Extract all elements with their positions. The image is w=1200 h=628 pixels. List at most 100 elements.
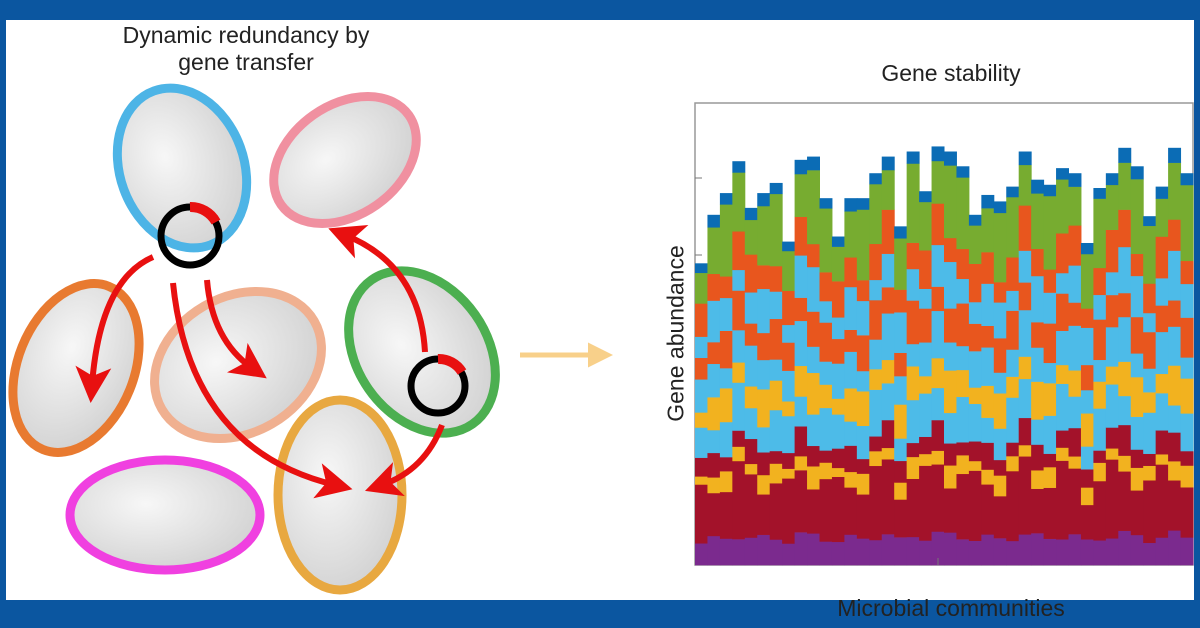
bar-segment <box>981 325 995 348</box>
bar-segment <box>931 531 945 566</box>
bar-segment <box>757 265 771 290</box>
bar-segment <box>956 166 970 178</box>
bar-segment <box>819 198 833 209</box>
bar-segment <box>1143 412 1157 454</box>
bar-segment <box>1006 290 1020 311</box>
bar-segment <box>831 414 845 449</box>
bar-segment <box>993 459 1007 476</box>
bar-segment <box>1068 302 1082 326</box>
bar-segment <box>769 359 783 381</box>
bar-segment <box>881 253 895 288</box>
bar-segment <box>1043 184 1057 197</box>
bar-segment <box>695 272 708 304</box>
bar-segment <box>769 539 783 566</box>
bar-segment <box>1130 179 1144 255</box>
bar-segment <box>1143 216 1157 227</box>
bar-segment <box>757 452 771 476</box>
bar-segment <box>831 448 845 469</box>
bar-segment <box>1093 381 1107 409</box>
bar-segment <box>819 407 833 451</box>
bar-segment <box>757 193 771 207</box>
bar-segment <box>856 458 870 474</box>
stacked-bar-chart <box>694 102 1194 566</box>
bar-segment <box>993 538 1007 566</box>
bar-segment <box>1143 368 1157 393</box>
bar-segment <box>732 330 746 363</box>
bar-segment <box>1006 376 1020 398</box>
bar-segment <box>981 417 995 443</box>
bar-segment <box>831 476 845 543</box>
bar-segment <box>856 209 870 281</box>
bar-segment <box>794 173 808 217</box>
bar-segment <box>993 338 1007 373</box>
bar-segment <box>1068 427 1082 457</box>
bar-segment <box>944 165 957 239</box>
bar-segment <box>757 288 771 334</box>
bar-segment <box>782 478 796 544</box>
bar-segment <box>1080 364 1094 391</box>
bar-segment <box>732 231 746 271</box>
bar-segment <box>732 539 746 566</box>
bar-segment <box>844 388 858 422</box>
bar-segment <box>981 534 995 566</box>
bar-segment <box>869 451 883 467</box>
bar-segment <box>856 370 870 392</box>
bar-segment <box>919 453 933 466</box>
bar-segment <box>906 442 920 458</box>
bar-segment <box>1080 308 1094 328</box>
bar-segment <box>732 362 746 383</box>
bar-segment <box>1043 487 1057 539</box>
bar-segment <box>956 278 970 304</box>
bar-segment <box>1006 257 1020 291</box>
bar-segment <box>1180 184 1194 262</box>
bar-segment <box>1093 450 1107 463</box>
bar-segment <box>1043 383 1057 416</box>
bar-segment <box>869 389 883 437</box>
bar-segment <box>732 172 746 232</box>
bar-segment <box>1118 292 1132 318</box>
bar-segment <box>1130 275 1144 318</box>
bar-segment <box>931 358 945 389</box>
arrow-to-yellow-from-blue <box>170 282 353 499</box>
bar-segment <box>1056 447 1069 461</box>
bar-segment <box>993 475 1007 497</box>
bar-segment <box>719 204 733 277</box>
bar-segment <box>1180 357 1194 379</box>
bar-segment <box>844 211 858 258</box>
bar-segment <box>831 281 845 318</box>
bar-segment <box>757 359 771 390</box>
bar-segment <box>807 533 820 566</box>
bar-segment <box>1155 236 1169 279</box>
bar-segment <box>1118 395 1132 426</box>
bar-segment <box>1056 430 1069 448</box>
bar-segment <box>881 419 895 449</box>
bar-segment <box>782 290 796 326</box>
bar-segment <box>944 443 957 466</box>
bar-segment <box>906 399 920 444</box>
bar-segment <box>807 170 820 245</box>
bar-segment <box>993 372 1007 394</box>
bar-segment <box>944 465 957 489</box>
bar-segment <box>757 494 771 535</box>
bar-segment <box>1155 278 1169 306</box>
bar-segment <box>894 238 908 290</box>
bar-segment <box>869 539 883 566</box>
bar-segment <box>707 273 721 301</box>
bar-segment <box>1130 253 1144 277</box>
bar-segment <box>919 376 933 394</box>
bar-segment <box>794 426 808 457</box>
bar-segment <box>807 346 820 374</box>
bar-segment <box>732 290 746 331</box>
bar-segment <box>869 436 883 452</box>
bar-segment <box>1068 265 1082 303</box>
bar-segment <box>819 361 833 385</box>
bar-segment <box>881 313 895 361</box>
bar-segment <box>1105 229 1119 273</box>
bar-segment <box>794 159 808 175</box>
bar-segment <box>906 343 920 367</box>
bar-segment <box>794 396 808 427</box>
bar-segment <box>919 288 933 309</box>
bar-segment <box>1080 253 1094 309</box>
bar-segment <box>1168 530 1182 566</box>
bar-segment <box>1080 242 1094 255</box>
